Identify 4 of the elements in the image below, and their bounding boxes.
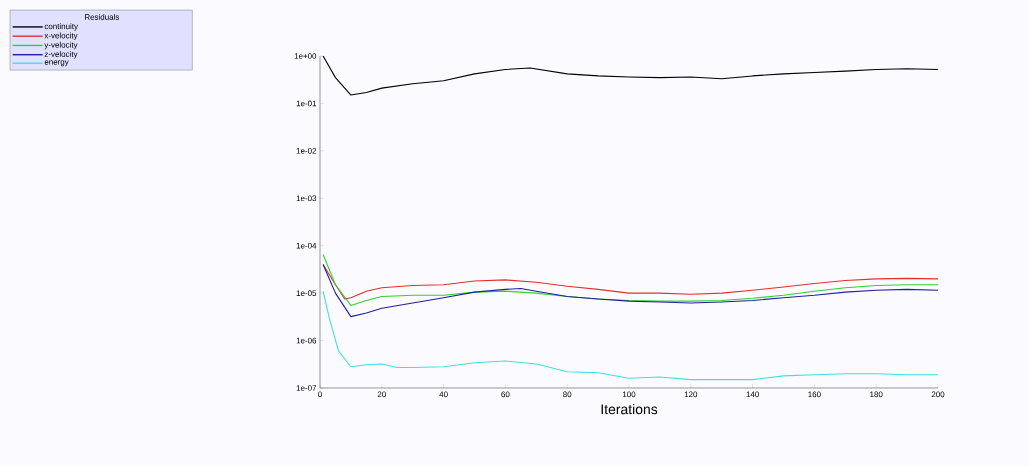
line-series	[322, 264, 939, 300]
line-series	[322, 254, 939, 306]
line-series	[322, 264, 939, 318]
x-axis-title: Iterations	[601, 403, 658, 415]
